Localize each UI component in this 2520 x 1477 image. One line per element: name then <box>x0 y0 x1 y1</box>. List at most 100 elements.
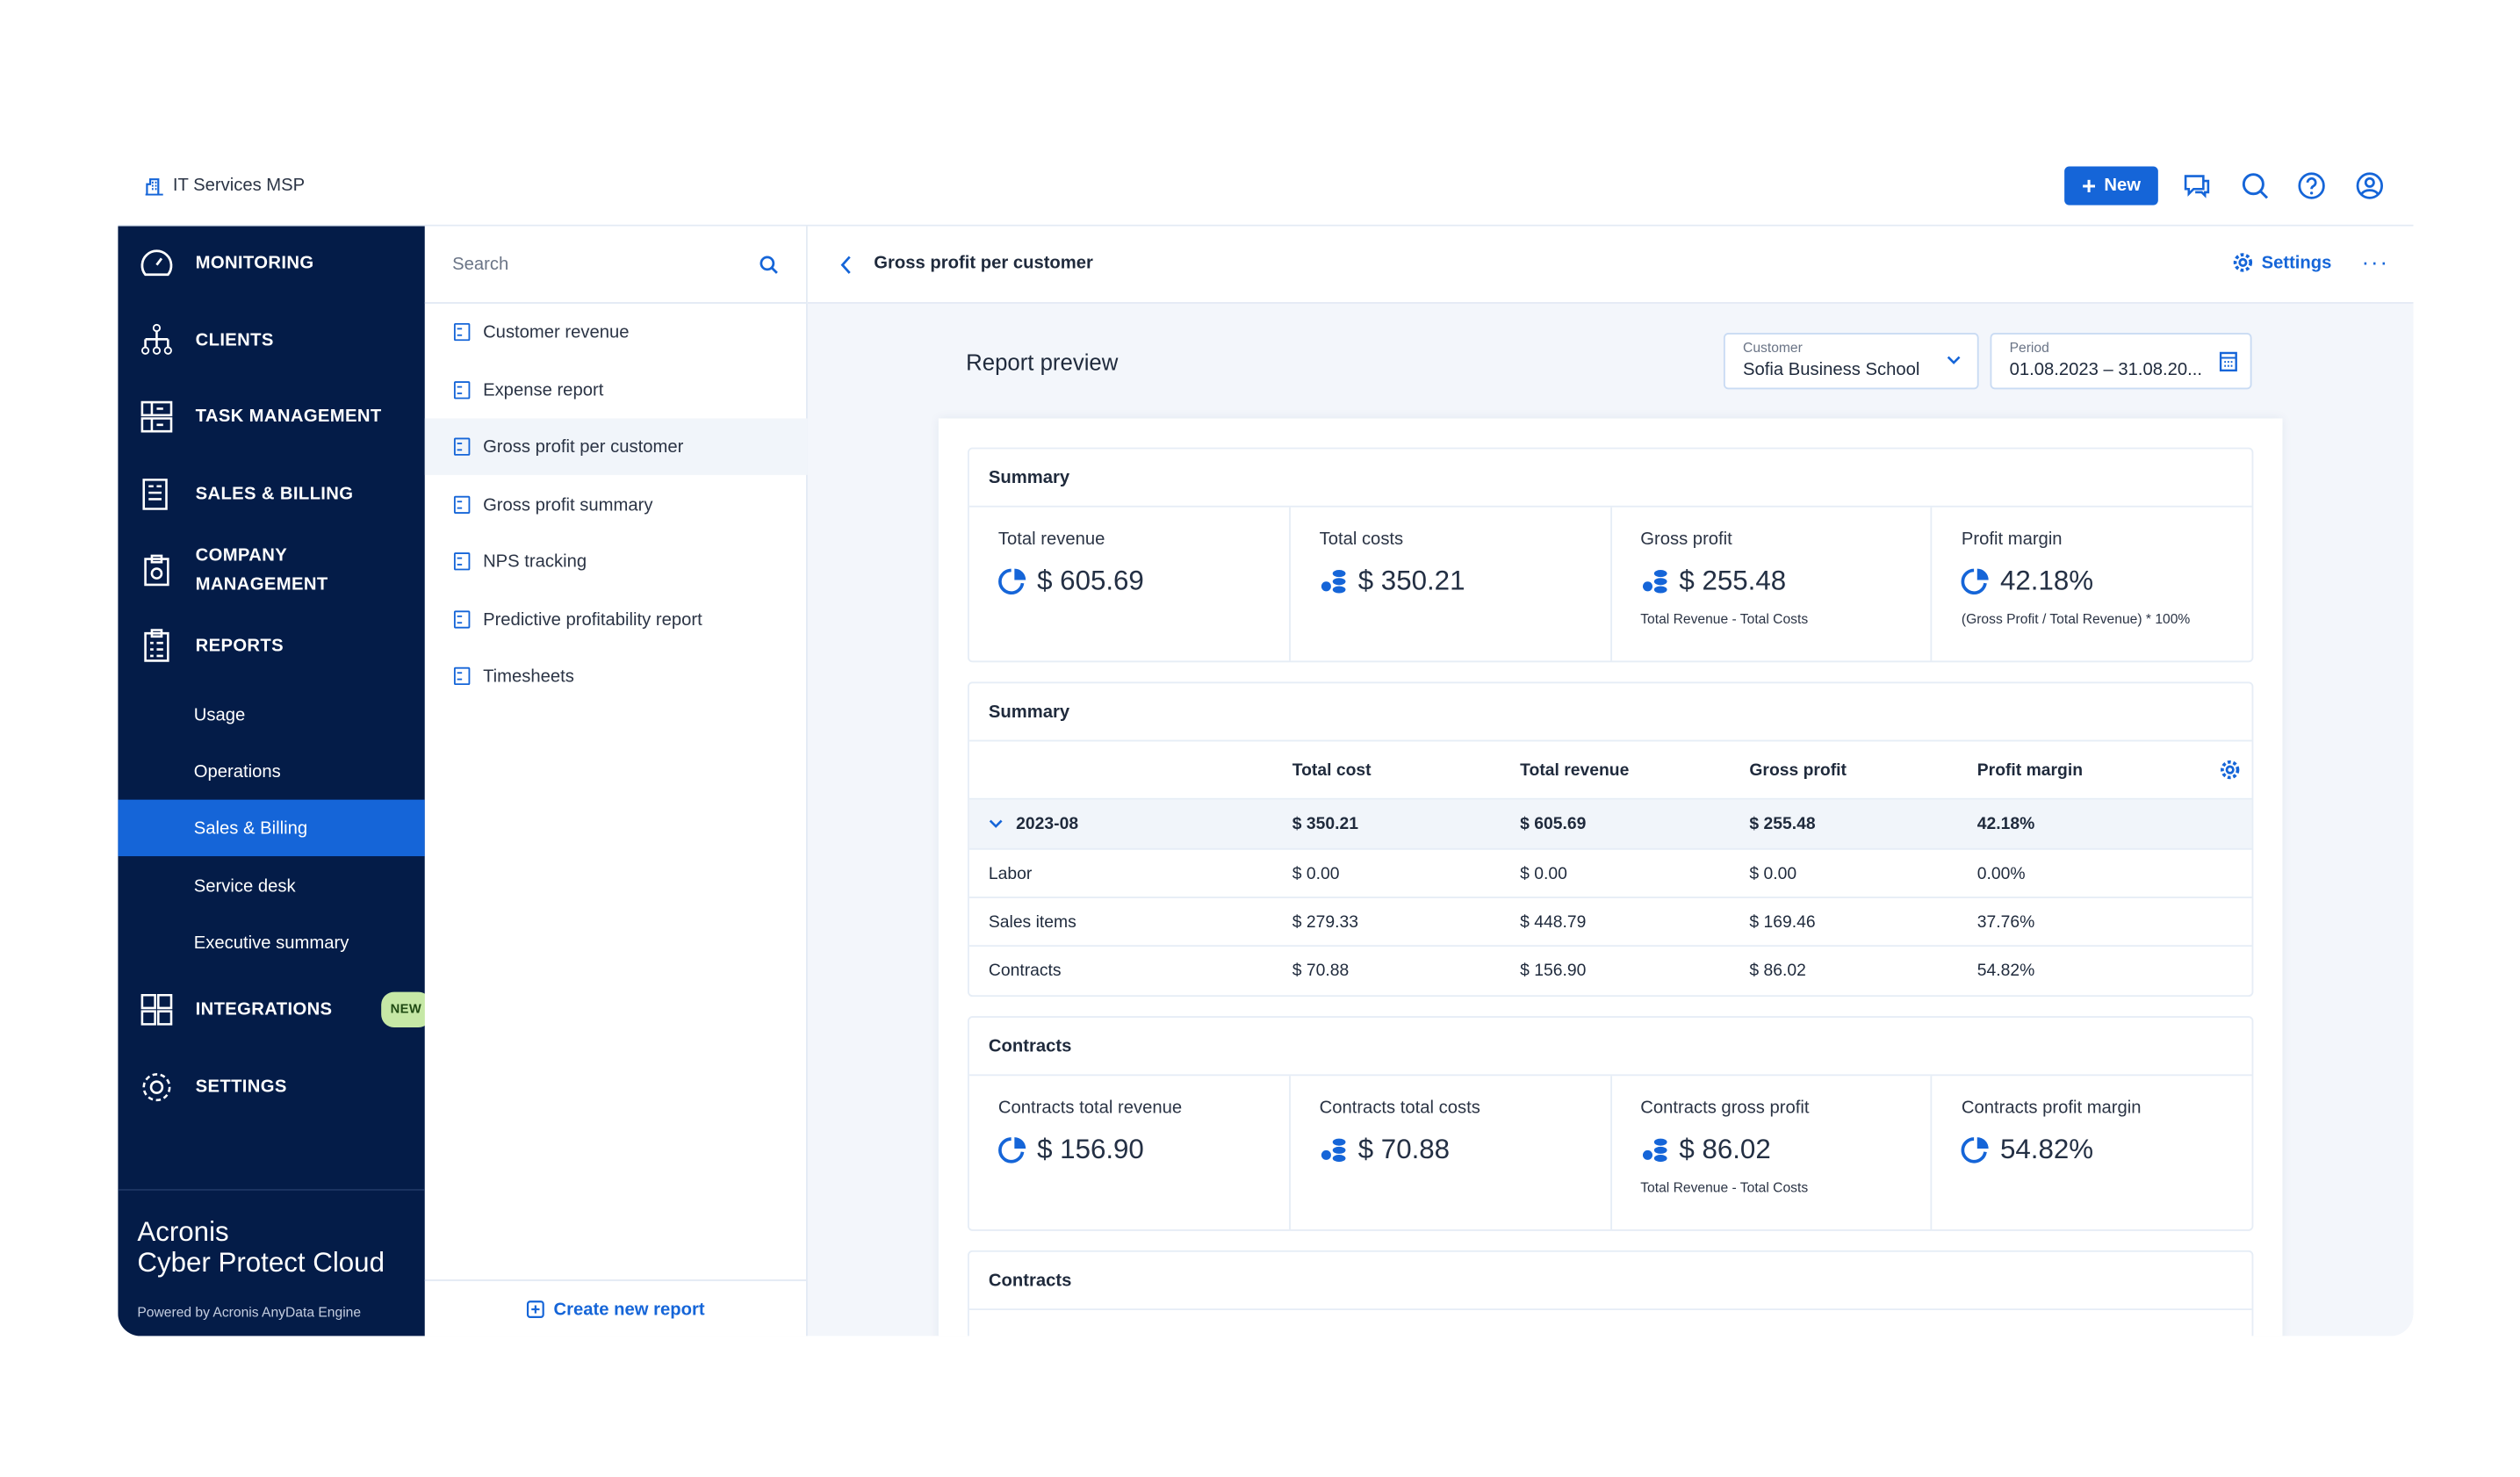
kpi-tile: Gross profit $ 255.48 Total Revenue - To… <box>1611 507 1933 661</box>
integrations-icon <box>140 993 173 1026</box>
document-icon <box>453 322 471 342</box>
back-chevron-icon[interactable] <box>840 256 853 275</box>
card-title: Contracts <box>968 1018 2252 1077</box>
report-item[interactable]: Gross profit summary <box>425 477 808 533</box>
pie-chart-icon <box>1962 568 1990 594</box>
report-item[interactable]: NPS tracking <box>425 533 808 589</box>
subnav-usage[interactable]: Usage <box>193 705 246 725</box>
table-cell: $ 448.79 <box>1520 911 1587 932</box>
period-label: Period <box>2009 339 2049 356</box>
table-row: Sales items $ 279.33 $ 448.79 $ 169.46 37.76… <box>968 898 2252 947</box>
card-title: Summary <box>968 683 2252 742</box>
kpi-value: $ 70.88 <box>1357 1134 1451 1165</box>
kpi-value: $ 605.69 <box>1037 565 1144 596</box>
nav-label: COMPANY MANAGEMENT <box>195 545 328 595</box>
column-header[interactable]: Total revenue <box>1520 760 1630 780</box>
table-cell: Contracts <box>988 961 1062 981</box>
report-item-selected[interactable]: Gross profit per customer <box>424 418 808 475</box>
document-icon <box>453 666 471 686</box>
nav-company-management[interactable]: COMPANY MANAGEMENT <box>137 541 341 599</box>
report-paper: Summary Total revenue $ 605.69 Total cos… <box>938 418 2283 1337</box>
table-cell: $ 0.00 <box>1749 863 1797 883</box>
document-icon <box>453 381 471 400</box>
task-board-icon <box>140 400 173 433</box>
kpi-tile: Contracts gross profit $ 86.02 Total Rev… <box>1611 1076 1933 1230</box>
document-icon <box>453 552 471 571</box>
kpi-value: $ 86.02 <box>1679 1134 1771 1165</box>
chat-icon[interactable] <box>2181 169 2214 202</box>
kpi-formula: Total Revenue - Total Costs <box>1640 610 1809 627</box>
column-header[interactable]: Profit margin <box>1976 760 2084 780</box>
kpi-value: 54.82% <box>2000 1134 2094 1165</box>
app-frame: MONITORING CLIENTS TASK MANAGEMENT SALES… <box>118 224 2414 1337</box>
table-cell: $ 86.02 <box>1749 961 1806 981</box>
nav-sales-billing[interactable]: SALES & BILLING <box>137 475 353 514</box>
table-cell: $ 605.69 <box>1520 814 1587 834</box>
subnav-executive-summary[interactable]: Executive summary <box>193 933 349 953</box>
report-item[interactable]: Predictive profitability report <box>425 591 808 647</box>
period-picker[interactable]: Period 01.08.2023 – 31.08.20... <box>1990 332 2252 390</box>
brand-acronis: Acronis <box>137 1216 229 1248</box>
pie-chart-icon <box>998 1137 1026 1164</box>
org-label: IT Services MSP <box>172 176 306 196</box>
table-cell: $ 0.00 <box>1520 863 1567 883</box>
subnav-sales-billing[interactable]: Sales & Billing <box>118 799 425 857</box>
search-box[interactable]: Search <box>424 227 807 304</box>
table-cell: $ 350.21 <box>1292 814 1358 834</box>
report-item[interactable]: Customer revenue <box>425 304 808 360</box>
report-item[interactable]: Expense report <box>425 362 808 418</box>
report-label: Customer revenue <box>483 322 630 342</box>
sidebar-divider <box>118 1189 425 1191</box>
search-icon[interactable] <box>760 255 779 274</box>
gauge-icon <box>140 249 173 277</box>
new-badge: NEW <box>380 991 432 1028</box>
create-label: Create new report <box>553 1300 705 1320</box>
kpi-label: Total revenue <box>997 530 1105 550</box>
clipboard-gear-icon <box>144 554 169 587</box>
document-icon <box>453 610 471 629</box>
new-label: New <box>2104 176 2141 196</box>
settings-label: Settings <box>2261 252 2332 272</box>
column-header[interactable]: Total cost <box>1292 760 1372 780</box>
kpi-tile: Contracts total costs $ 70.88 <box>1290 1076 1612 1230</box>
subnav-service-desk[interactable]: Service desk <box>193 876 296 897</box>
period-value: 01.08.2023 – 31.08.20... <box>2009 360 2203 380</box>
report-label: Timesheets <box>483 666 574 686</box>
table-group-row[interactable]: 2023-08 $ 350.21 $ 605.69 $ 255.48 42.18% <box>968 799 2252 850</box>
subnav-operations[interactable]: Operations <box>193 761 281 782</box>
table-cell: 37.76% <box>1976 911 2035 932</box>
collapse-chevron-icon[interactable] <box>989 819 1004 829</box>
search-icon[interactable] <box>2239 169 2272 202</box>
nav-task-management[interactable]: TASK MANAGEMENT <box>137 398 381 436</box>
nav-integrations[interactable]: INTEGRATIONS NEW <box>137 991 432 1029</box>
nav-monitoring[interactable]: MONITORING <box>137 244 313 283</box>
page-title: Gross profit per customer <box>874 253 1093 273</box>
settings-button[interactable]: Settings <box>2232 252 2331 273</box>
nav-label: TASK MANAGEMENT <box>195 407 382 427</box>
report-label: Gross profit summary <box>483 494 653 515</box>
kpi-value: $ 350.21 <box>1357 565 1465 596</box>
document-icon <box>453 495 471 515</box>
more-icon[interactable]: ··· <box>2361 249 2389 275</box>
search-input[interactable]: Search <box>452 254 509 274</box>
user-icon[interactable] <box>2353 169 2386 202</box>
customer-select[interactable]: Customer Sofia Business School <box>1723 332 1979 390</box>
gear-icon <box>2233 253 2253 272</box>
table-settings-gear-icon[interactable] <box>2220 760 2241 781</box>
brand-product: Cyber Protect Cloud <box>137 1247 385 1279</box>
plus-icon: + <box>2081 171 2097 200</box>
table-cell: 42.18% <box>1976 814 2035 834</box>
create-report-button[interactable]: Create new report <box>424 1279 807 1336</box>
new-button[interactable]: + New <box>2064 166 2158 205</box>
kpi-label: Contracts total costs <box>1319 1098 1480 1119</box>
org-name[interactable]: IT Services MSP <box>145 176 306 196</box>
help-icon[interactable] <box>2295 169 2328 202</box>
table-row: Labor $ 0.00 $ 0.00 $ 0.00 0.00% <box>968 850 2252 898</box>
report-item[interactable]: Timesheets <box>425 648 808 704</box>
kpi-label: Contracts gross profit <box>1640 1098 1810 1119</box>
nav-label: CLIENTS <box>195 331 274 351</box>
nav-clients[interactable]: CLIENTS <box>137 321 273 360</box>
nav-settings[interactable]: SETTINGS <box>137 1068 286 1106</box>
nav-reports[interactable]: REPORTS <box>137 627 284 666</box>
column-header[interactable]: Gross profit <box>1749 760 1847 780</box>
